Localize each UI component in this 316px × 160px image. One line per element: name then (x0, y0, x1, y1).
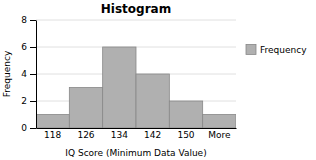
axis-line (36, 21, 37, 129)
legend-item: Frequency (246, 44, 307, 55)
tick: 118 (44, 128, 61, 140)
tick: 150 (177, 128, 194, 140)
title: Histogram (101, 2, 171, 16)
tick: 142 (144, 128, 161, 140)
x-axis-title: IQ Score (Minimum Data Value) (65, 148, 206, 158)
tick: 134 (111, 128, 128, 140)
tick: 126 (77, 128, 94, 140)
tick-mark (30, 101, 36, 102)
y-axis: 0 2 4 6 8 (21, 15, 36, 133)
tick-label: 126 (77, 130, 94, 140)
axis-line (37, 128, 237, 129)
tick-label: 8 (21, 15, 27, 25)
tick-mark (30, 47, 36, 48)
tick-label: 118 (44, 130, 61, 140)
tick-label: 2 (21, 96, 27, 106)
legend-label: Frequency (260, 45, 307, 55)
tick: 2 (21, 96, 36, 106)
tick-label: 142 (144, 130, 161, 140)
bar (203, 115, 236, 129)
tick: 8 (21, 15, 36, 25)
x-axis: 118 126 134 142 150 More (37, 128, 237, 140)
legend: Frequency (246, 44, 307, 55)
bar (103, 47, 136, 128)
tick-mark (30, 20, 36, 21)
tick-mark (30, 74, 36, 75)
tick-label: 0 (21, 123, 27, 133)
grid (36, 20, 236, 128)
tick-mark (30, 128, 36, 129)
bar (69, 88, 102, 129)
bar (169, 101, 202, 128)
plot: 118 126 134 142 150 More 0 2 4 6 8 (21, 15, 236, 140)
tick-label: 4 (21, 69, 27, 79)
tick: 6 (21, 42, 36, 52)
bar (36, 115, 69, 129)
legend-swatch (246, 44, 256, 54)
grid-line (36, 20, 236, 21)
tick-label: 150 (177, 130, 194, 140)
tick: 4 (21, 69, 36, 79)
tick-label: 6 (21, 42, 27, 52)
y-axis-title: Frequency (2, 50, 12, 97)
tick: More (208, 128, 231, 140)
chart: 118 126 134 142 150 More 0 2 4 6 8 Histogram IQ Scor… (0, 0, 316, 160)
tick-label: 134 (111, 130, 128, 140)
bar (136, 74, 169, 128)
tick-label: More (208, 130, 231, 140)
tick: 0 (21, 123, 36, 133)
bars (36, 47, 236, 128)
